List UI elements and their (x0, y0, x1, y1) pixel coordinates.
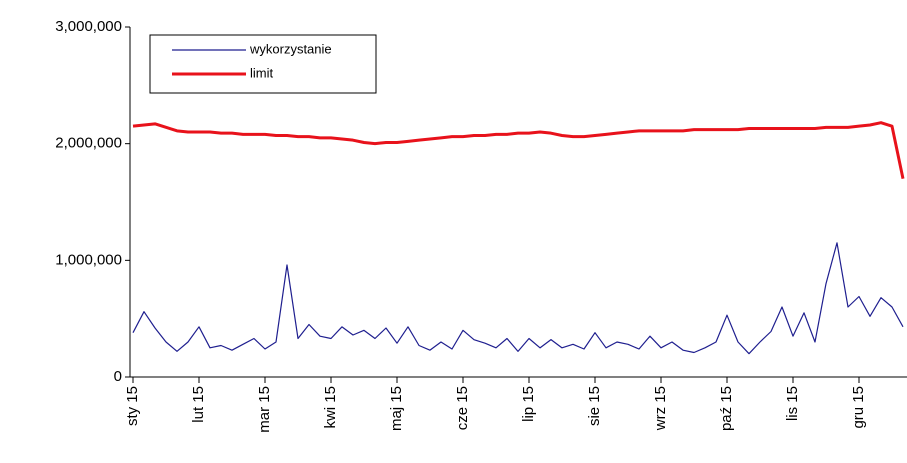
y-tick-label: 2,000,000 (55, 135, 122, 152)
series-line (132, 121, 905, 179)
y-tick-label: 0 (114, 368, 122, 385)
y-tick-label: 3,000,000 (55, 18, 122, 35)
x-tick-label: sie 15 (586, 386, 603, 426)
x-tick-label: maj 15 (388, 386, 405, 431)
x-tick-label: lut 15 (190, 386, 207, 423)
x-tick-label: wrz 15 (652, 386, 669, 431)
x-tick-label: gru 15 (850, 386, 867, 429)
x-tick-label: paź 15 (718, 386, 735, 431)
x-tick-label: lip 15 (520, 386, 537, 422)
x-tick-label: cze 15 (454, 386, 471, 430)
x-tick-label: lis 15 (784, 386, 801, 421)
legend-label: wykorzystanie (249, 41, 332, 56)
x-tick-label: kwi 15 (322, 386, 339, 429)
x-tick-label: mar 15 (256, 386, 273, 433)
y-tick-label: 1,000,000 (55, 251, 122, 268)
legend: wykorzystanie limit (149, 34, 377, 94)
legend-label: limit (250, 65, 273, 80)
series-line (132, 242, 904, 355)
x-tick-label: sty 15 (124, 386, 141, 426)
legend-box (149, 34, 377, 94)
